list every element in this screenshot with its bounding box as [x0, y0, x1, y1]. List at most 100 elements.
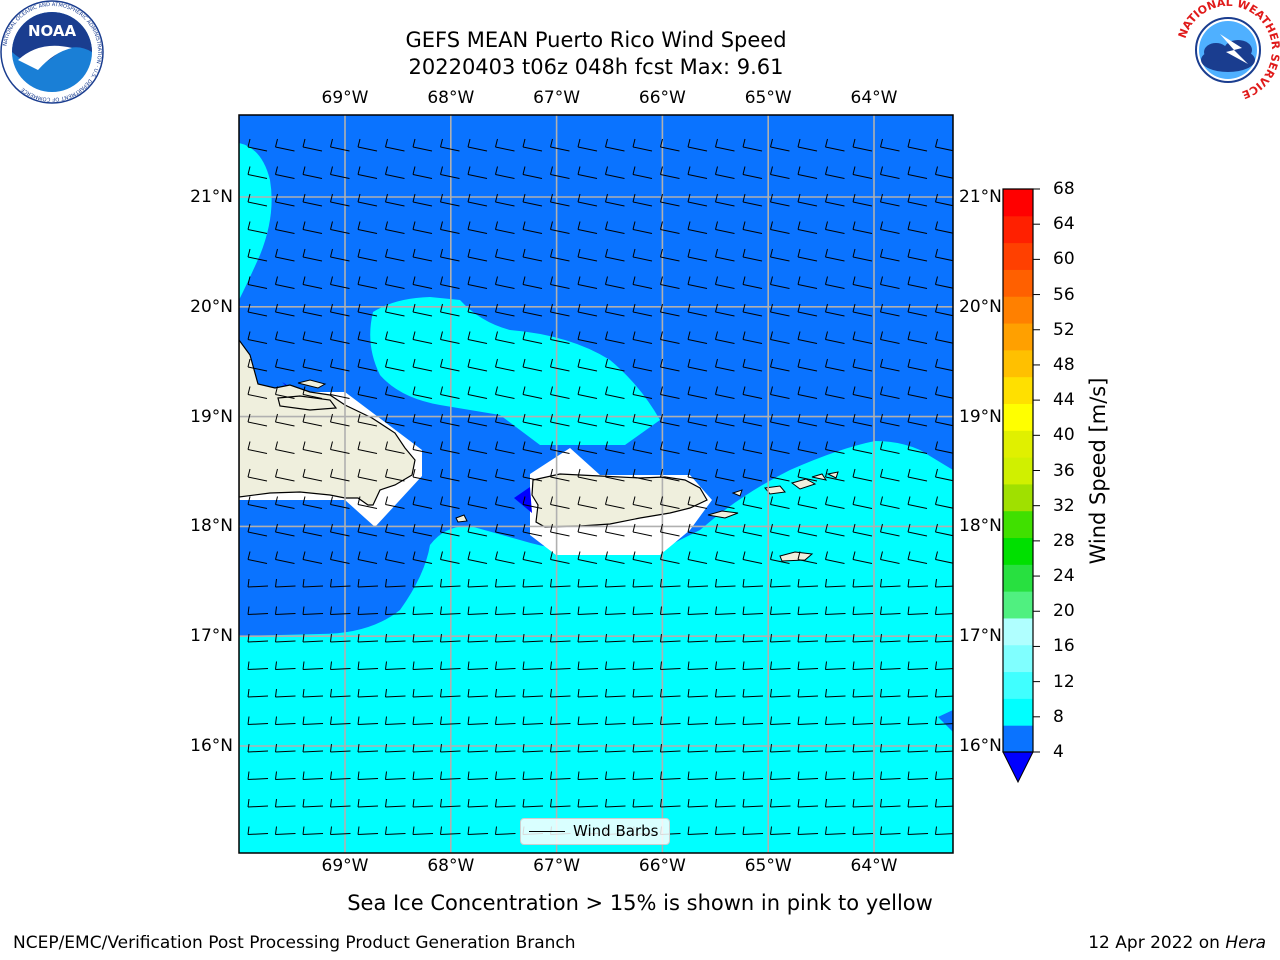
wind-barb [935, 496, 953, 509]
wind-barb [467, 468, 488, 482]
wind-barb [330, 606, 351, 615]
wind-barb [605, 716, 626, 725]
wind-barb [770, 771, 791, 780]
wind-barb [330, 166, 350, 179]
wind-barb [770, 578, 791, 588]
wind-barb [275, 303, 295, 317]
wind-barb [687, 221, 708, 234]
wind-barb [302, 578, 324, 588]
wind-barb [577, 358, 598, 372]
wind-barb [825, 358, 845, 372]
wind-barb [247, 496, 268, 509]
wind-barb [577, 606, 599, 615]
wind-barb [495, 496, 515, 509]
wind-barb [495, 276, 515, 289]
wind-barb [522, 413, 543, 427]
wind-barb [742, 606, 764, 615]
wind-barb [467, 743, 489, 753]
wind-barb [495, 441, 515, 454]
wind-barb [467, 578, 489, 588]
wind-barb [797, 468, 818, 482]
wind-barb [660, 716, 681, 725]
wind-barb [605, 578, 626, 588]
wind-barb [577, 633, 599, 643]
wind-barb [247, 523, 268, 537]
wind-barb [467, 606, 489, 615]
wind-barb [660, 248, 680, 262]
wind-barb [247, 331, 268, 344]
wind-barb [247, 716, 269, 725]
wind-barb [742, 496, 763, 509]
wind-barb [495, 468, 515, 482]
colorbar-tick-label: 32 [1053, 495, 1075, 516]
wind-barb [935, 193, 953, 207]
wind-barb [275, 413, 295, 427]
wind-barb [825, 743, 846, 753]
wind-barb [357, 468, 378, 482]
wind-barb [550, 771, 571, 780]
wind-barb [522, 468, 543, 482]
wind-barb [797, 578, 819, 588]
wind-barb [522, 496, 543, 509]
wind-barb [522, 606, 544, 615]
wind-barb [495, 606, 516, 615]
wind-barbs [247, 138, 953, 835]
wind-barb [275, 138, 295, 152]
wind-barb [907, 826, 929, 835]
wind-barb [935, 578, 953, 588]
wind-barb [275, 248, 295, 262]
wind-barb [412, 193, 433, 207]
wind-barb [385, 496, 405, 509]
wind-barb [385, 551, 405, 564]
wind-barb [412, 138, 433, 152]
wind-barb [247, 413, 268, 427]
wind-barb [495, 138, 515, 152]
wind-barb [907, 688, 929, 698]
wind-barb [467, 798, 489, 808]
wind-barb [440, 221, 460, 234]
wind-barb [797, 716, 819, 725]
wind-barb [357, 551, 378, 564]
wind-barb [522, 193, 543, 207]
wind-barb [935, 688, 953, 698]
wind-barb [577, 441, 598, 454]
wind-barb [302, 771, 324, 780]
wind-barb [440, 523, 460, 537]
wind-barb [247, 248, 268, 262]
wind-barb [770, 798, 791, 808]
wind-barb [660, 771, 681, 780]
wind-barb [577, 303, 598, 317]
wind-barb [522, 661, 544, 670]
wind-barb [247, 276, 268, 289]
wind-barb [852, 331, 873, 344]
wind-barb [467, 551, 488, 564]
wind-barb [880, 413, 900, 427]
wind-barb [687, 688, 709, 698]
wind-barb [467, 248, 488, 262]
wind-barb [495, 221, 515, 234]
wind-barb [715, 716, 736, 725]
wind-barb [522, 303, 543, 317]
wind-barb [632, 386, 653, 399]
wind-barb [660, 138, 680, 152]
colorbar-tick-label: 56 [1053, 284, 1075, 305]
wind-barb [935, 303, 953, 317]
wind-barb [852, 798, 874, 808]
wind-barb [935, 826, 953, 835]
wind-barb [357, 276, 378, 289]
wind-barb [302, 798, 324, 808]
wind-barb [440, 413, 460, 427]
wind-barb [770, 661, 791, 670]
wind-barb [247, 633, 269, 643]
wind-barb [660, 386, 680, 399]
wind-barb [330, 798, 351, 808]
wind-barb [550, 523, 570, 537]
wind-barb [825, 661, 846, 670]
wind-barb [715, 496, 735, 509]
wind-barb [632, 413, 653, 427]
colorbar-bin [1003, 671, 1033, 699]
colorbar-bin [1003, 376, 1033, 404]
wind-barb [687, 248, 708, 262]
wind-barb [550, 441, 570, 454]
wind-barb [495, 413, 515, 427]
